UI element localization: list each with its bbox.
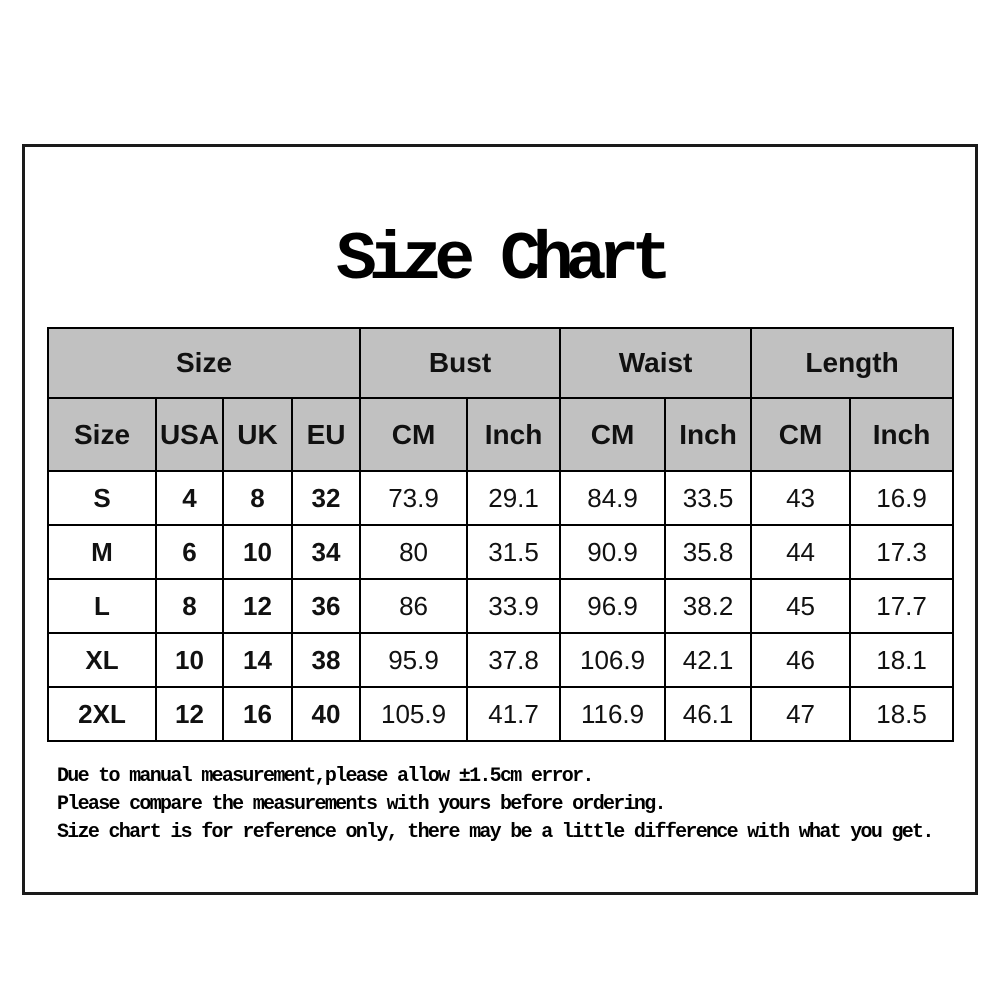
value-cell: 35.8 [664, 524, 753, 580]
column-header-length-inch: Inch [849, 397, 955, 472]
value-cell: 38 [290, 632, 362, 688]
column-header-usa: USA [155, 397, 224, 472]
size-chart-frame: Size Chart Size Bust Waist Length Size U… [22, 144, 978, 895]
value-cell: 44 [750, 524, 852, 580]
value-cell: 40 [290, 686, 362, 742]
value-cell: 18.1 [849, 632, 955, 688]
value-cell: 46.1 [664, 686, 753, 742]
value-cell: 4 [155, 470, 224, 526]
size-cell: L [47, 578, 157, 634]
value-cell: 116.9 [559, 686, 667, 742]
value-cell: 14 [222, 632, 293, 688]
value-cell: 41.7 [466, 686, 562, 742]
value-cell: 32 [290, 470, 362, 526]
note-line: Due to manual measurement,please allow ±… [57, 765, 594, 788]
value-cell: 33.9 [466, 578, 562, 634]
note-line: Size chart is for reference only, there … [57, 821, 934, 844]
column-header-bust-inch: Inch [466, 397, 562, 472]
value-cell: 8 [222, 470, 293, 526]
size-cell: M [47, 524, 157, 580]
value-cell: 95.9 [359, 632, 469, 688]
value-cell: 6 [155, 524, 224, 580]
value-cell: 10 [155, 632, 224, 688]
column-header-waist-inch: Inch [664, 397, 753, 472]
value-cell: 38.2 [664, 578, 753, 634]
table-row: XL 10 14 38 95.9 37.8 106.9 42.1 46 18.1 [47, 632, 955, 688]
value-cell: 17.7 [849, 578, 955, 634]
value-cell: 16.9 [849, 470, 955, 526]
size-cell: XL [47, 632, 157, 688]
value-cell: 10 [222, 524, 293, 580]
column-header-eu: EU [290, 397, 362, 472]
size-cell: S [47, 470, 157, 526]
size-table: Size Bust Waist Length Size USA UK EU CM… [46, 327, 955, 742]
value-cell: 31.5 [466, 524, 562, 580]
value-cell: 8 [155, 578, 224, 634]
table-row: 2XL 12 16 40 105.9 41.7 116.9 46.1 47 18.5 [47, 686, 955, 742]
value-cell: 96.9 [559, 578, 667, 634]
table-row: S 4 8 32 73.9 29.1 84.9 33.5 43 16.9 [47, 470, 955, 526]
value-cell: 105.9 [359, 686, 469, 742]
table-group-header-row: Size Bust Waist Length [46, 327, 955, 399]
value-cell: 106.9 [559, 632, 667, 688]
table-body: S 4 8 32 73.9 29.1 84.9 33.5 43 16.9 M 6 10 34 80 31.5 9… [47, 470, 955, 742]
value-cell: 90.9 [559, 524, 667, 580]
page-title: Size Chart [335, 222, 672, 299]
table-row: L 8 12 36 86 33.9 96.9 38.2 45 17.7 [47, 578, 955, 634]
group-header-waist: Waist [559, 327, 753, 399]
value-cell: 33.5 [664, 470, 753, 526]
table-subheader-row: Size USA UK EU CM Inch CM Inch CM Inch [47, 397, 955, 472]
value-cell: 36 [290, 578, 362, 634]
measurement-notes: Due to manual measurement,please allow ±… [57, 763, 934, 847]
column-header-bust-cm: CM [359, 397, 469, 472]
value-cell: 29.1 [466, 470, 562, 526]
value-cell: 12 [222, 578, 293, 634]
group-header-size: Size [46, 327, 362, 399]
value-cell: 34 [290, 524, 362, 580]
value-cell: 80 [359, 524, 469, 580]
value-cell: 16 [222, 686, 293, 742]
value-cell: 12 [155, 686, 224, 742]
value-cell: 84.9 [559, 470, 667, 526]
value-cell: 37.8 [466, 632, 562, 688]
column-header-length-cm: CM [750, 397, 852, 472]
size-cell: 2XL [47, 686, 157, 742]
note-line: Please compare the measurements with you… [57, 793, 667, 816]
value-cell: 47 [750, 686, 852, 742]
group-header-length: Length [750, 327, 955, 399]
value-cell: 86 [359, 578, 469, 634]
value-cell: 73.9 [359, 470, 469, 526]
value-cell: 18.5 [849, 686, 955, 742]
group-header-bust: Bust [359, 327, 562, 399]
value-cell: 46 [750, 632, 852, 688]
value-cell: 42.1 [664, 632, 753, 688]
column-header-size: Size [47, 397, 157, 472]
column-header-uk: UK [222, 397, 293, 472]
column-header-waist-cm: CM [559, 397, 667, 472]
value-cell: 17.3 [849, 524, 955, 580]
value-cell: 45 [750, 578, 852, 634]
table-row: M 6 10 34 80 31.5 90.9 35.8 44 17.3 [47, 524, 955, 580]
value-cell: 43 [750, 470, 852, 526]
